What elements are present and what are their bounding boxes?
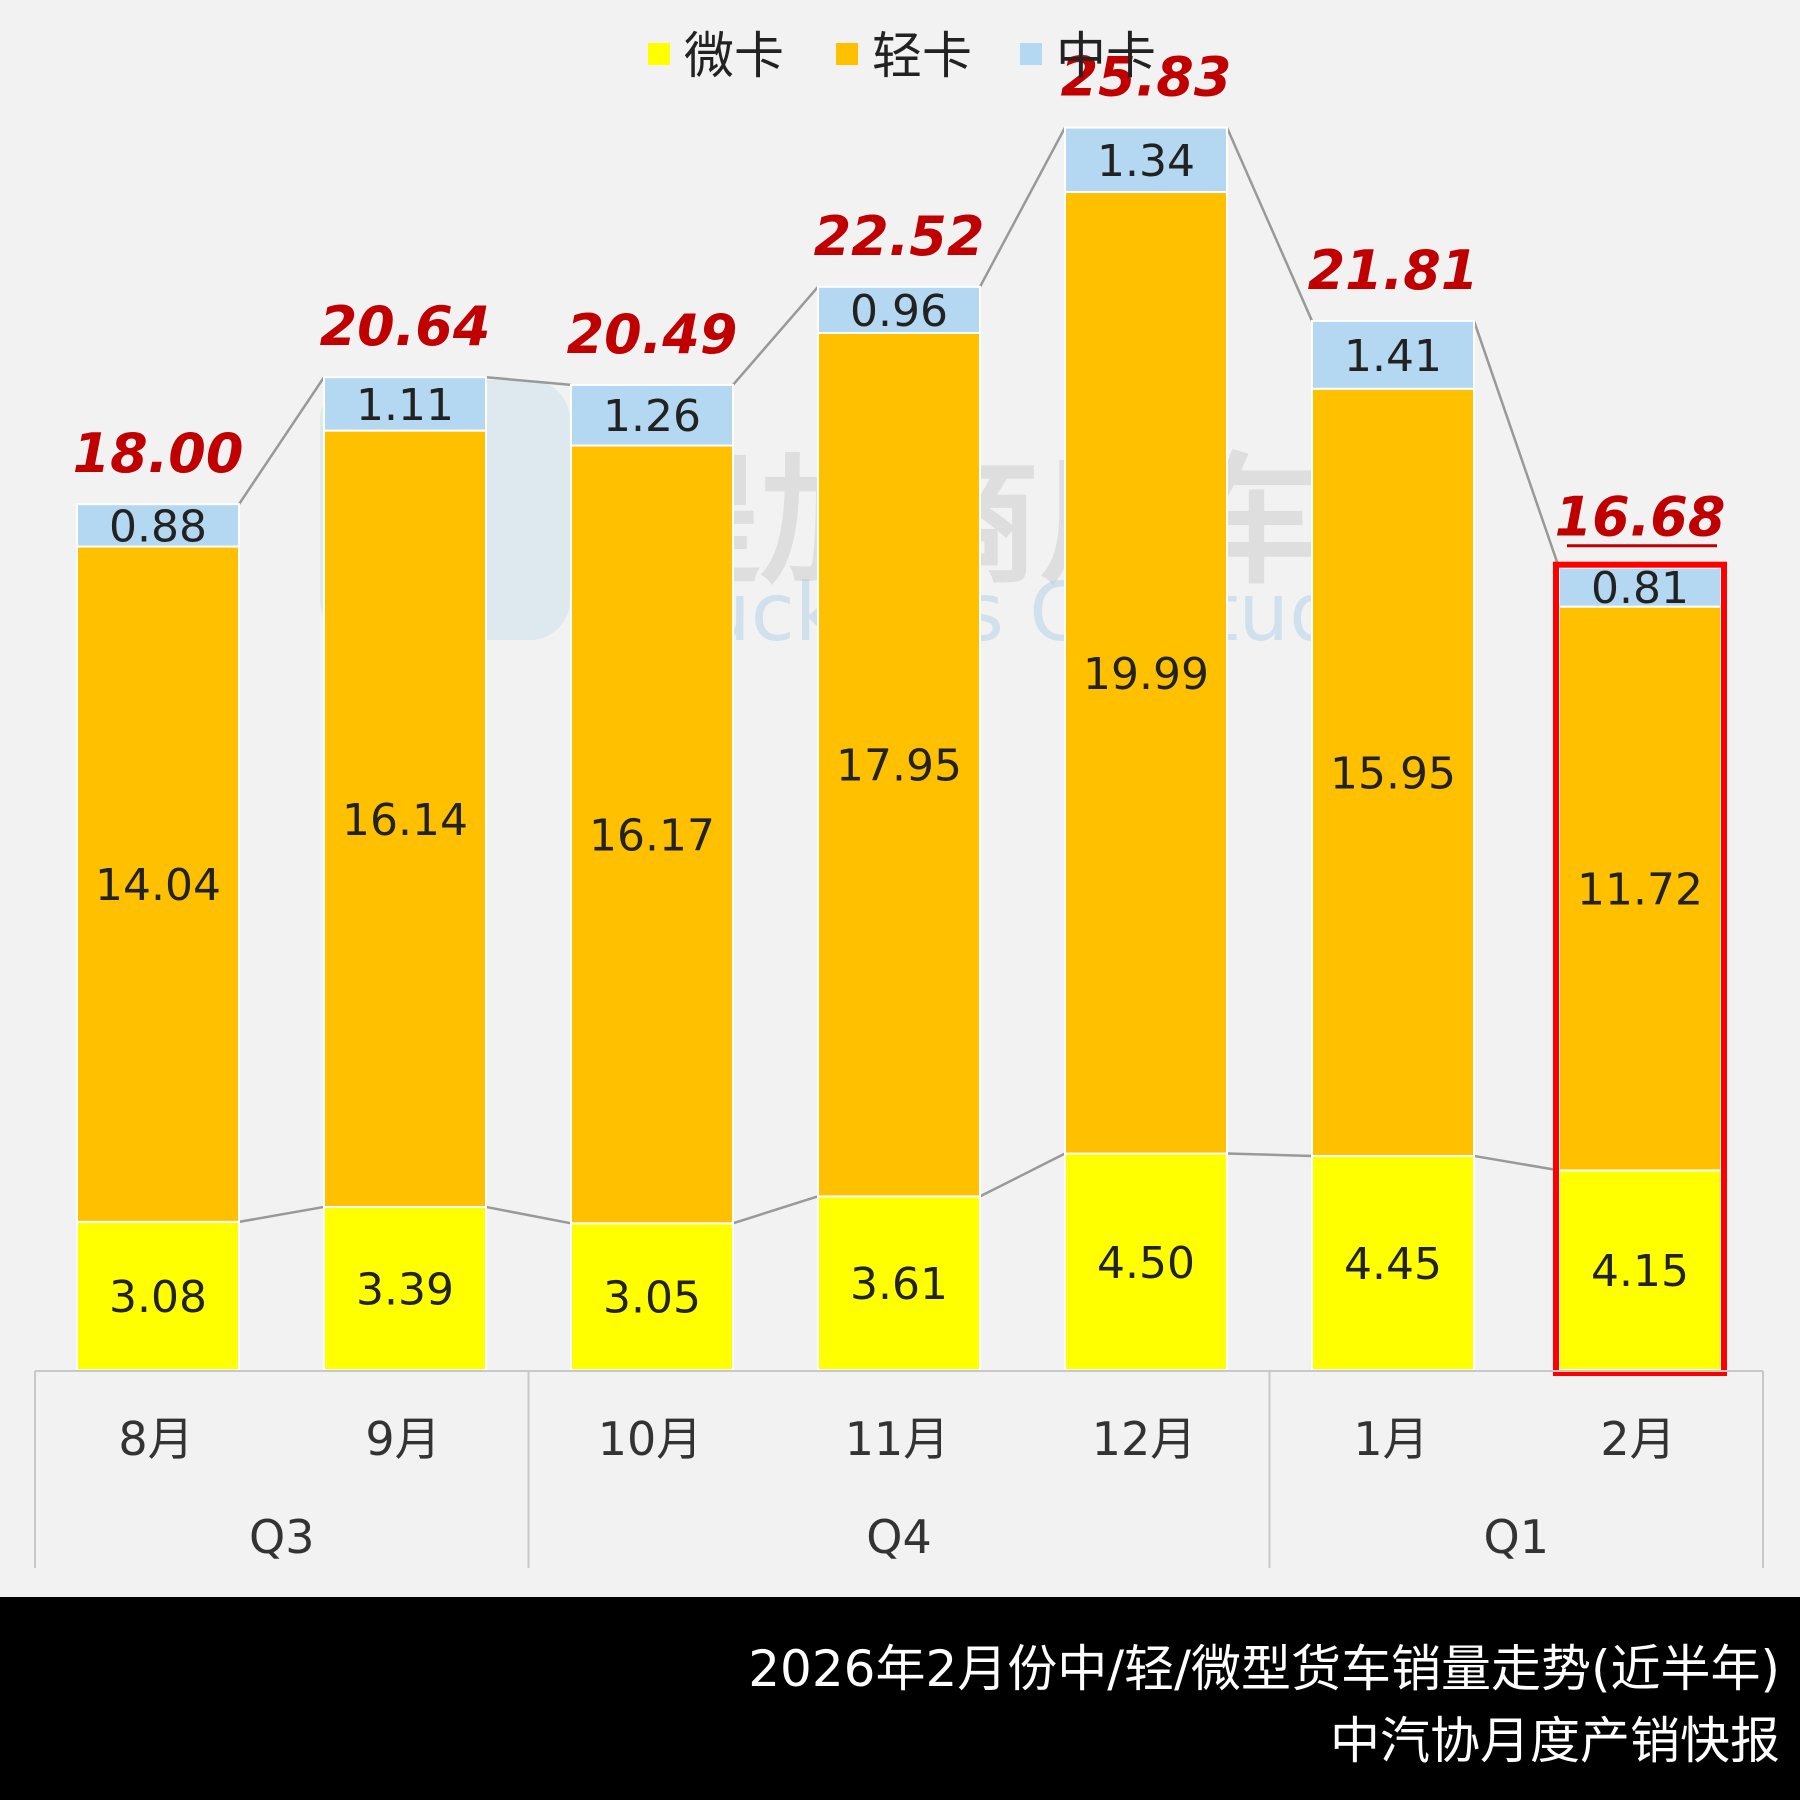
- connector-line: [1473, 1154, 1560, 1172]
- bar-segment: [323, 376, 487, 432]
- bar-value-label: 16.14: [342, 795, 468, 846]
- bar-segment: [1064, 1152, 1228, 1372]
- bar-segment: [1311, 319, 1475, 390]
- bar-value-label: 16.17: [589, 810, 715, 861]
- connector-line: [1225, 127, 1314, 322]
- month-tick-label: 9月: [365, 1412, 440, 1466]
- bar-value-label: 1.41: [1344, 331, 1442, 382]
- bar-value-label: 0.81: [1591, 563, 1689, 614]
- connector-line: [1472, 320, 1561, 569]
- connector-line: [237, 376, 326, 505]
- month-tick-label: 8月: [118, 1412, 193, 1466]
- bar-segment: [76, 1220, 240, 1372]
- bar-value-label: 4.15: [1591, 1246, 1689, 1297]
- connector-line: [978, 126, 1067, 288]
- bar-segment: [817, 285, 981, 334]
- bar-value-label: 3.08: [109, 1272, 207, 1323]
- bar-value-label: 0.96: [850, 286, 948, 337]
- bar-segment: [323, 1205, 487, 1372]
- bar-value-label: 11.72: [1577, 865, 1703, 916]
- bar-value-label: 4.50: [1097, 1238, 1195, 1289]
- total-label: 20.64: [320, 295, 491, 358]
- bar-value-label: 15.95: [1330, 748, 1456, 799]
- watermark-subtext: TruckPlus CV studio: [629, 566, 1411, 659]
- legend-swatch: [1020, 43, 1042, 65]
- bar-segment: [1558, 605, 1722, 1172]
- connector-line: [485, 375, 572, 387]
- bar-value-label: 17.95: [836, 741, 962, 792]
- bar-segment: [570, 383, 734, 447]
- bar-segment: [1558, 1169, 1722, 1372]
- bar-labels: 3.08 3.39 3.05 3.61 4.50 4.45 4.15 14.04 16.14 16…: [73, 46, 1727, 1376]
- bar-value-label: 3.39: [356, 1264, 454, 1315]
- connector-line: [238, 1205, 325, 1224]
- total-label: 18.00: [73, 422, 244, 485]
- bar-segment: [1064, 191, 1228, 1155]
- connector-line: [979, 1152, 1066, 1198]
- legend: 微卡 轻卡 中卡: [648, 27, 1156, 85]
- total-label: 25.83: [1061, 46, 1232, 109]
- bar-value-label: 1.26: [603, 391, 701, 442]
- stacked-bar-chart: 提加商用车TruckPlus CV studio提加商用车TruckPlus C…: [34, 27, 1764, 1568]
- bar-value-label: 19.99: [1083, 649, 1209, 700]
- month-tick-label: 12月: [1092, 1412, 1197, 1466]
- bar-value-label: 3.61: [850, 1259, 948, 1310]
- bar-segment: [76, 545, 240, 1223]
- bar-value-label: 1.11: [356, 380, 454, 431]
- month-tick-label: 2月: [1600, 1412, 1675, 1466]
- bar-segment: [1311, 387, 1475, 1157]
- highlight-box: [1553, 561, 1727, 1376]
- total-label: 22.52: [814, 205, 985, 268]
- legend-swatch: [836, 43, 858, 65]
- month-tick-label: 11月: [845, 1412, 950, 1466]
- footer-title: 2026年2月份中/轻/微型货车销量走势(近半年): [748, 1640, 1780, 1698]
- quarter-tick-label: Q3: [249, 1510, 314, 1564]
- connector-line: [485, 1205, 572, 1225]
- month-tick-label: 10月: [598, 1412, 703, 1466]
- bar-segment: [1064, 126, 1228, 194]
- connector-line: [732, 285, 819, 386]
- bar-value-label: 0.88: [109, 501, 207, 552]
- legend-swatch: [648, 43, 670, 65]
- quarter-tick-label: Q1: [1484, 1510, 1549, 1564]
- bar-segment: [1311, 1154, 1475, 1371]
- bar-value-label: 4.45: [1344, 1239, 1442, 1290]
- bars: [76, 126, 1722, 1372]
- legend-label: 中卡: [1056, 27, 1156, 85]
- legend-label: 微卡: [684, 27, 784, 85]
- legend-label: 轻卡: [872, 27, 972, 85]
- bar-segment: [76, 503, 240, 548]
- total-label: 20.49: [567, 303, 738, 366]
- bar-value-label: 1.34: [1097, 136, 1195, 187]
- category-axis: 8月 9月 10月 11月 12月 1月 2月 Q3 Q4 Q1: [34, 1370, 1764, 1568]
- connector-line: [1226, 1152, 1313, 1158]
- series-connectors: [237, 126, 1561, 1225]
- footer-source: 中汽协月度产销快报: [1330, 1712, 1780, 1770]
- bar-segment: [323, 429, 487, 1208]
- bar-segment: [570, 1222, 734, 1372]
- bar-value-label: 3.05: [603, 1273, 701, 1324]
- footer-banner: 2026年2月份中/轻/微型货车销量走势(近半年) 中汽协月度产销快报: [0, 1597, 1800, 1800]
- bar-segment: [570, 444, 734, 1225]
- bar-value-label: 14.04: [95, 860, 221, 911]
- month-tick-label: 1月: [1353, 1412, 1428, 1466]
- total-label: 16.68: [1555, 486, 1726, 549]
- bar-segment: [817, 331, 981, 1198]
- total-label: 21.81: [1308, 239, 1479, 302]
- quarter-tick-label: Q4: [866, 1510, 931, 1564]
- connector-line: [732, 1195, 819, 1225]
